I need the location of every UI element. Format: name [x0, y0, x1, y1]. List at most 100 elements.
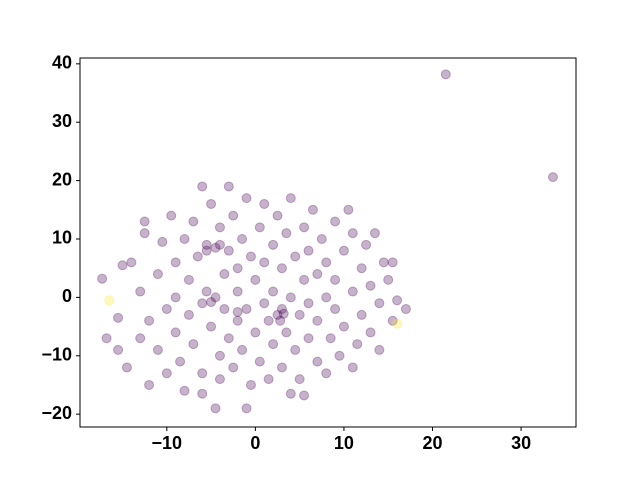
- x-tick-label: 20: [422, 433, 442, 453]
- point: [223, 333, 234, 344]
- point: [161, 368, 172, 379]
- x-tick-label: 10: [334, 433, 354, 453]
- point: [214, 239, 225, 250]
- point: [285, 193, 296, 204]
- point: [392, 318, 403, 329]
- y-tick-label: −20: [41, 403, 72, 423]
- point: [188, 216, 199, 227]
- x-tick-label: 0: [250, 433, 260, 453]
- point: [369, 228, 380, 239]
- point: [121, 362, 132, 373]
- point: [214, 222, 225, 233]
- point: [250, 327, 261, 338]
- point: [206, 198, 217, 209]
- point: [321, 368, 332, 379]
- point: [312, 269, 323, 280]
- point: [157, 236, 168, 247]
- point: [117, 260, 128, 271]
- point: [278, 308, 289, 319]
- point: [179, 385, 190, 396]
- point: [272, 210, 283, 221]
- point: [152, 269, 163, 280]
- point: [378, 257, 389, 268]
- point: [263, 374, 274, 385]
- point: [210, 242, 221, 253]
- point: [250, 274, 261, 285]
- point: [268, 286, 279, 297]
- point: [161, 304, 172, 315]
- point: [347, 286, 358, 297]
- point: [197, 181, 208, 192]
- point: [338, 245, 349, 256]
- point: [361, 239, 372, 250]
- point: [144, 315, 155, 326]
- point: [113, 312, 124, 323]
- point: [330, 274, 341, 285]
- point: [268, 239, 279, 250]
- point: [392, 295, 403, 306]
- point: [272, 309, 283, 320]
- point: [400, 304, 411, 315]
- point: [104, 295, 115, 306]
- point: [312, 356, 323, 367]
- point: [343, 204, 354, 215]
- point: [113, 344, 124, 355]
- point: [241, 304, 252, 315]
- point: [276, 362, 287, 373]
- point: [294, 309, 305, 320]
- point: [188, 339, 199, 350]
- point: [307, 204, 318, 215]
- point: [316, 233, 327, 244]
- point: [440, 69, 451, 80]
- point: [166, 210, 177, 221]
- point: [281, 327, 292, 338]
- point: [330, 216, 341, 227]
- point: [97, 273, 108, 284]
- point: [387, 315, 398, 326]
- point: [223, 181, 234, 192]
- point: [237, 344, 248, 355]
- point: [281, 228, 292, 239]
- point: [223, 245, 234, 256]
- point: [276, 263, 287, 274]
- point: [232, 315, 243, 326]
- point: [214, 374, 225, 385]
- point: [254, 356, 265, 367]
- point: [197, 368, 208, 379]
- point: [352, 339, 363, 350]
- point: [338, 321, 349, 332]
- point: [206, 321, 217, 332]
- point: [259, 257, 270, 268]
- point: [126, 257, 137, 268]
- point: [219, 269, 230, 280]
- point: [135, 333, 146, 344]
- x-tick-label: 30: [511, 433, 531, 453]
- x-tick-label: −10: [152, 433, 183, 453]
- point: [374, 344, 385, 355]
- point: [387, 257, 398, 268]
- point: [365, 280, 376, 291]
- point: [219, 304, 230, 315]
- y-tick-label: 10: [52, 228, 72, 248]
- point: [374, 298, 385, 309]
- point: [285, 388, 296, 399]
- y-tick-label: −10: [41, 345, 72, 365]
- point: [232, 286, 243, 297]
- point: [201, 286, 212, 297]
- point: [365, 327, 376, 338]
- point: [290, 344, 301, 355]
- point: [303, 245, 314, 256]
- point: [245, 251, 256, 262]
- point: [383, 274, 394, 285]
- point: [334, 350, 345, 361]
- point: [276, 304, 287, 315]
- point: [144, 379, 155, 390]
- point: [299, 274, 310, 285]
- point: [201, 245, 212, 256]
- point: [228, 210, 239, 221]
- point: [241, 193, 252, 204]
- point: [214, 350, 225, 361]
- point: [347, 228, 358, 239]
- y-tick-label: 20: [52, 169, 72, 189]
- point: [210, 292, 221, 303]
